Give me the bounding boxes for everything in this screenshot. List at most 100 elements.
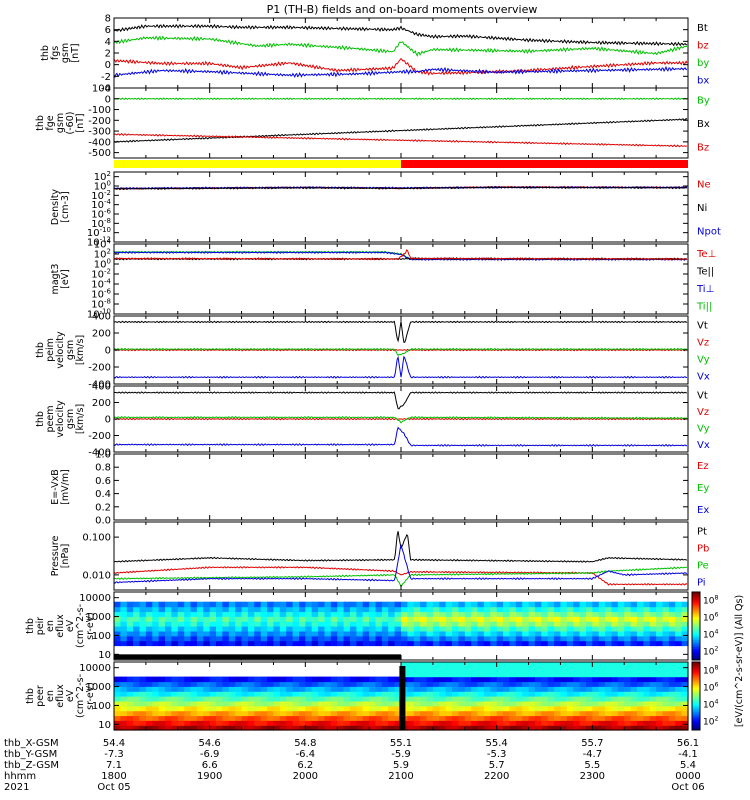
peer-cell	[649, 671, 657, 678]
peer-cell	[171, 681, 179, 687]
peer-cell	[184, 720, 192, 726]
peir-cell	[216, 621, 223, 627]
peir-cell	[681, 635, 689, 642]
peer-cell	[566, 720, 574, 726]
peer-cell	[662, 700, 670, 707]
peer-cell	[515, 666, 523, 673]
peer-cell	[630, 710, 638, 717]
peir-cell	[662, 611, 670, 617]
ylabel-line: gsm	[65, 409, 76, 429]
peir-cell	[139, 606, 147, 613]
legend-bx: bx	[697, 75, 709, 86]
peer-cell	[605, 662, 613, 668]
peir-cell	[547, 635, 555, 642]
legend-Pb: Pb	[697, 544, 709, 555]
peer-cell	[464, 720, 472, 726]
peer-cell	[675, 671, 683, 678]
peer-cell	[152, 691, 160, 697]
peir-cell	[350, 640, 357, 647]
peir-cell	[483, 640, 491, 647]
peer-cell	[413, 691, 421, 697]
peer-cell	[630, 715, 638, 721]
peer-cell	[541, 666, 549, 673]
peer-cell	[547, 725, 555, 731]
peer-cell	[471, 676, 479, 683]
peir-cell	[247, 616, 255, 622]
peer-cell	[330, 686, 338, 692]
peer-cell	[445, 710, 453, 717]
peer-cell	[394, 710, 402, 717]
peer-cell	[152, 686, 160, 692]
peer-cell	[171, 691, 179, 697]
peer-cell	[350, 676, 357, 683]
peir-cell	[483, 606, 491, 613]
peer-cell	[216, 715, 223, 721]
peer-cell	[611, 705, 619, 712]
peer-cell	[426, 666, 434, 673]
peer-cell	[114, 676, 121, 683]
peer-cell	[483, 705, 491, 712]
peer-cell	[381, 725, 389, 731]
peer-cell	[381, 705, 389, 712]
peer-cell	[350, 705, 357, 712]
peir-cell	[190, 635, 198, 642]
peer-cell	[452, 725, 459, 731]
peir-cell	[675, 626, 683, 632]
y-tick-label: 0	[105, 346, 111, 357]
peir-cell	[592, 611, 600, 617]
peir-cell	[216, 630, 223, 637]
peer-cell	[273, 696, 281, 702]
peer-cell	[235, 696, 243, 702]
peer-cell	[388, 725, 396, 731]
peir-cell	[305, 635, 313, 642]
peer-cell	[630, 725, 638, 731]
peer-cell	[394, 681, 402, 687]
ylabel-line: peim	[45, 338, 56, 362]
peer-cell	[496, 686, 504, 692]
peer-cell	[522, 725, 530, 731]
peer-cell	[554, 705, 562, 712]
peir-cell	[235, 601, 243, 608]
peir-cell	[579, 606, 587, 613]
peer-cell	[362, 691, 370, 697]
peer-cell	[247, 715, 255, 721]
peir-cell	[184, 606, 192, 613]
peer-cell	[649, 676, 657, 683]
peer-cell	[439, 705, 447, 712]
peir-cell	[235, 621, 243, 627]
peir-cell	[528, 621, 536, 627]
peer-cell	[681, 666, 689, 673]
peir-cell	[586, 621, 593, 627]
peir-cell	[133, 640, 141, 647]
peer-cell	[471, 720, 479, 726]
peer-cell	[235, 681, 243, 687]
peer-cell	[299, 676, 306, 683]
x-tick-label: 54.4	[103, 738, 125, 749]
peir-cell	[573, 606, 581, 613]
peer-cell	[254, 676, 262, 683]
peir-cell	[267, 611, 275, 617]
y-tick-label: 0	[105, 415, 111, 426]
peer-cell	[554, 715, 562, 721]
colorbar-cell	[692, 657, 700, 661]
peer-cell	[177, 705, 185, 712]
peer-cell	[209, 681, 217, 687]
colorbar-cell	[692, 601, 700, 604]
x-tick-label: -6.9	[200, 749, 220, 760]
peer-cell	[158, 715, 166, 721]
peir-cell	[605, 601, 613, 608]
peer-cell	[573, 662, 581, 668]
peer-cell	[324, 676, 332, 683]
peer-cell	[598, 676, 606, 683]
peer-cell	[586, 696, 593, 702]
peer-cell	[407, 662, 415, 668]
peir-cell	[139, 640, 147, 647]
peer-cell	[343, 696, 351, 702]
peir-cell	[165, 635, 172, 642]
peir-cell	[260, 635, 268, 642]
peer-cell	[643, 725, 651, 731]
colorbar-cell	[692, 668, 700, 672]
peir-cell	[133, 601, 141, 608]
peer-cell	[420, 700, 428, 707]
peer-cell	[228, 700, 236, 707]
